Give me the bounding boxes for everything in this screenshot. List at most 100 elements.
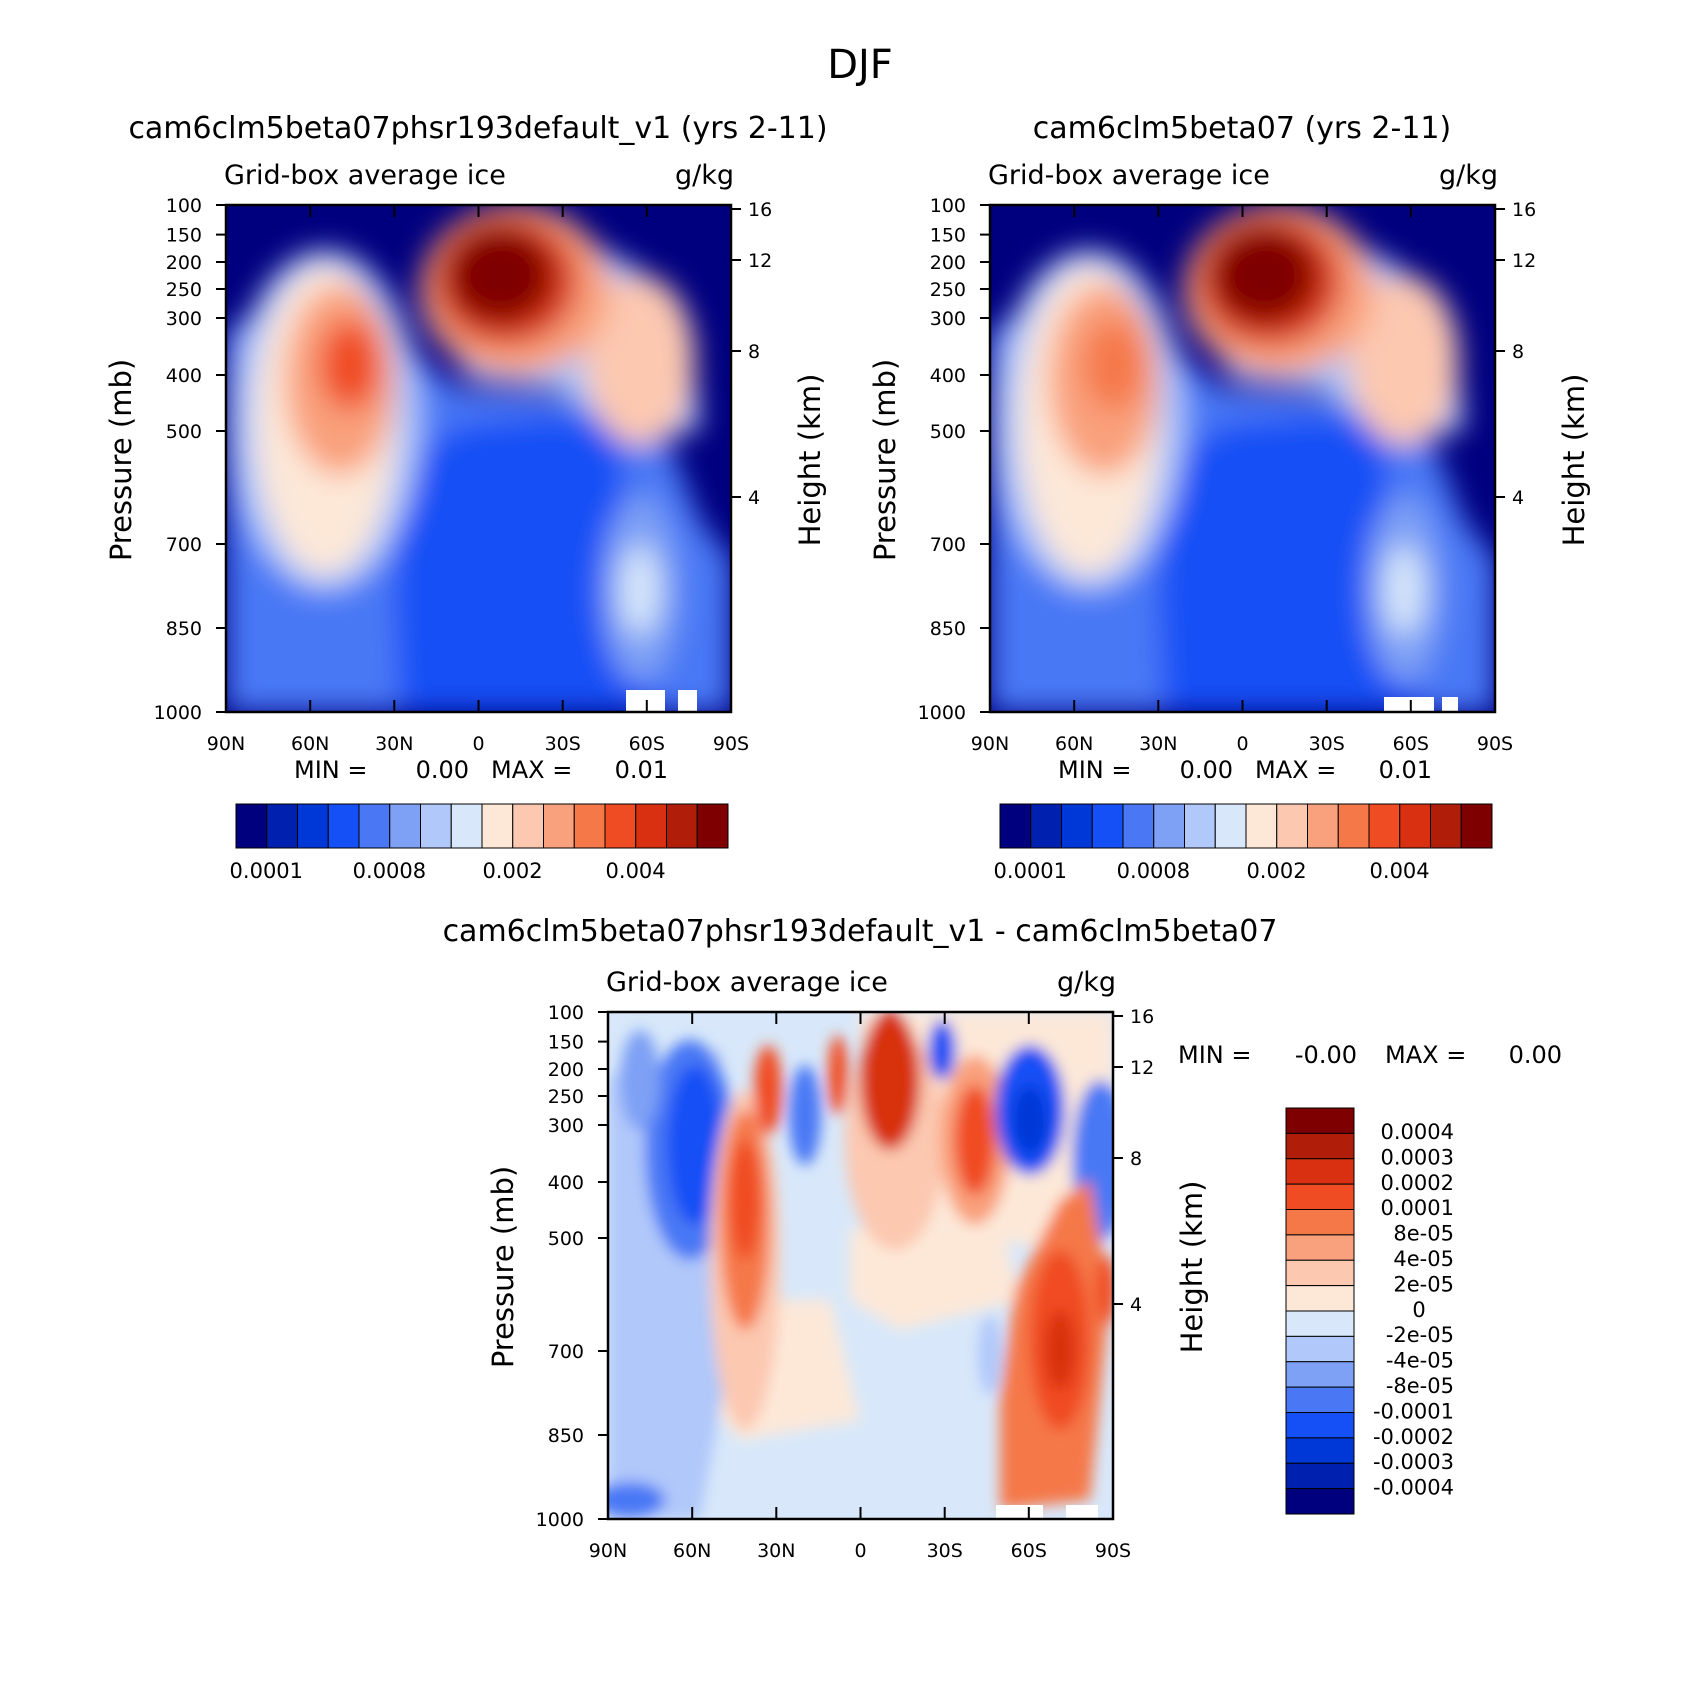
colorbar-swatch (297, 803, 329, 849)
panel-a-x-labels: 90N 60N 30N 0 30S 60S 90S (207, 733, 749, 755)
colorbar-swatch (1285, 1335, 1355, 1363)
panel-c-colorbar-label: -0.0002 (1373, 1425, 1454, 1449)
panel-b-colorbar-label: 0.0008 (1117, 859, 1190, 883)
panel-a-ytick-label: 700 (166, 534, 202, 556)
colorbar-swatch (266, 803, 298, 849)
panel-c-y-axis-label-right: Height (km) (1175, 1181, 1209, 1354)
colorbar-swatch (1399, 803, 1431, 849)
panel-b-colorbar (999, 803, 1493, 849)
panel-b-x-ticks (989, 205, 1496, 712)
panel-a-ytick-label: 400 (166, 365, 202, 387)
colorbar-swatch (1030, 803, 1062, 849)
panel-b-y-labels: 100 150 200 250 300 400 500 700 850 1000… (918, 195, 1537, 724)
panel-a-ytick-label: 250 (166, 279, 202, 301)
colorbar-swatch (1091, 803, 1124, 849)
panel-b-xtick-label: 30N (1139, 733, 1177, 755)
panel-a-ytick-label: 150 (166, 225, 202, 247)
colorbar-swatch (235, 803, 268, 849)
panel-b-xtick-label: 60S (1393, 733, 1429, 755)
panel-b-ytick-label: 300 (930, 308, 966, 330)
colorbar-swatch (1285, 1107, 1355, 1134)
panel-b-units: g/kg (1439, 160, 1498, 191)
colorbar-swatch (604, 803, 637, 849)
panel-c-xtick-label: 30S (927, 1540, 963, 1562)
panel-c-xtick-label: 60N (673, 1540, 711, 1562)
panel-c-y-ticks (598, 1011, 1123, 1520)
colorbar-swatch (1245, 803, 1278, 849)
panel-a: cam6clm5beta07phsr193default_v1 (yrs 2-1… (104, 111, 828, 883)
panel-c-ytick-label: 500 (548, 1228, 584, 1250)
panel-b-ytick-label: 850 (930, 618, 966, 640)
panel-b-min-value: 0.00 (1180, 756, 1233, 784)
panel-b-ytick-label: 200 (930, 252, 966, 274)
panel-b-ytick-right: 12 (1512, 250, 1536, 272)
panel-c-colorbar-labels: 0.0004 0.0003 0.0002 0.0001 8e-05 4e-05 … (1373, 1120, 1454, 1500)
colorbar-swatch (1061, 803, 1093, 849)
panel-c-field (608, 1012, 1113, 1519)
panel-a-y-axis-label: Pressure (mb) (104, 359, 138, 561)
panel-c-colorbar-label: 8e-05 (1393, 1222, 1454, 1246)
panel-b-ytick-right: 8 (1512, 341, 1524, 363)
panel-a-ytick-label: 1000 (154, 702, 202, 724)
panel-b-y-axis-label-right: Height (km) (1557, 374, 1591, 547)
panel-a-ytick-label: 100 (166, 195, 202, 217)
panel-c-y-axis-label: Pressure (mb) (486, 1166, 520, 1368)
colorbar-swatch (420, 803, 452, 849)
panel-b-title: cam6clm5beta07 (yrs 2-11) (1033, 111, 1451, 146)
panel-a-xtick-label: 90S (713, 733, 749, 755)
panel-c-x-ticks (607, 1012, 1114, 1519)
panel-b-xtick-label: 60N (1055, 733, 1093, 755)
panel-c-x-labels: 90N 60N 30N 0 30S 60S 90S (589, 1540, 1131, 1562)
panel-c-colorbar-label: 2e-05 (1393, 1272, 1454, 1296)
panel-c-min-label: MIN = (1178, 1041, 1251, 1069)
panel-c: cam6clm5beta07phsr193default_v1 - cam6cl… (443, 914, 1562, 1562)
panel-a-min-label: MIN = (294, 756, 367, 784)
panel-a-y-ticks (216, 204, 741, 713)
panel-b-xtick-label: 0 (1236, 733, 1248, 755)
panel-a-y-labels: 100 150 200 250 300 400 500 700 850 1000… (154, 195, 773, 724)
panel-b: cam6clm5beta07 (yrs 2-11) Grid-box avera… (868, 111, 1591, 883)
panel-c-max-value: 0.00 (1509, 1041, 1562, 1069)
colorbar-swatch (1285, 1386, 1355, 1414)
panel-c-y-labels: 100 150 200 250 300 400 500 700 850 1000… (536, 1002, 1155, 1531)
panel-c-ytick-label: 150 (548, 1032, 584, 1054)
panel-b-colorbar-label: 0.002 (1246, 859, 1306, 883)
colorbar-swatch (1285, 1259, 1355, 1287)
panel-a-x-ticks (225, 205, 732, 712)
colorbar-swatch (1307, 803, 1339, 849)
panel-c-colorbar (1285, 1107, 1355, 1515)
panel-c-ytick-label: 850 (548, 1425, 584, 1447)
panel-a-units: g/kg (675, 160, 734, 191)
panel-a-title: cam6clm5beta07phsr193default_v1 (yrs 2-1… (128, 111, 827, 146)
panel-b-colorbar-label: 0.004 (1370, 859, 1430, 883)
panel-a-xtick-label: 60S (629, 733, 665, 755)
panel-c-colorbar-label: -0.0003 (1373, 1450, 1454, 1474)
colorbar-swatch (1368, 803, 1401, 849)
panel-a-xtick-label: 60N (291, 733, 329, 755)
panel-c-colorbar-label: -2e-05 (1386, 1323, 1454, 1347)
colorbar-swatch (1285, 1209, 1355, 1236)
panel-c-colorbar-label: -4e-05 (1386, 1349, 1454, 1373)
panel-b-y-ticks (980, 204, 1505, 713)
panel-b-ytick-label: 250 (930, 279, 966, 301)
panel-b-ytick-label: 500 (930, 421, 966, 443)
panel-c-colorbar-label: -0.0001 (1373, 1399, 1454, 1423)
panel-b-ytick-label: 700 (930, 534, 966, 556)
panel-a-xtick-label: 30N (375, 733, 413, 755)
panel-c-ytick-right: 8 (1130, 1148, 1142, 1170)
colorbar-swatch (481, 803, 514, 849)
panel-b-ytick-label: 150 (930, 225, 966, 247)
colorbar-swatch (450, 803, 483, 849)
panel-c-title: cam6clm5beta07phsr193default_v1 - cam6cl… (443, 914, 1278, 949)
panel-c-colorbar-label: 0.0002 (1381, 1171, 1454, 1195)
panel-c-colorbar-label: 0 (1412, 1298, 1425, 1322)
panel-a-colorbar-label: 0.004 (606, 859, 666, 883)
colorbar-swatch (1285, 1132, 1355, 1160)
panel-a-field (226, 205, 731, 712)
colorbar-swatch (1285, 1361, 1355, 1388)
panel-a-xtick-label: 90N (207, 733, 245, 755)
panel-c-xtick-label: 0 (854, 1540, 866, 1562)
panel-b-ytick-right: 4 (1512, 487, 1524, 509)
panel-a-ytick-right: 4 (748, 487, 760, 509)
panel-b-min-label: MIN = (1058, 756, 1131, 784)
